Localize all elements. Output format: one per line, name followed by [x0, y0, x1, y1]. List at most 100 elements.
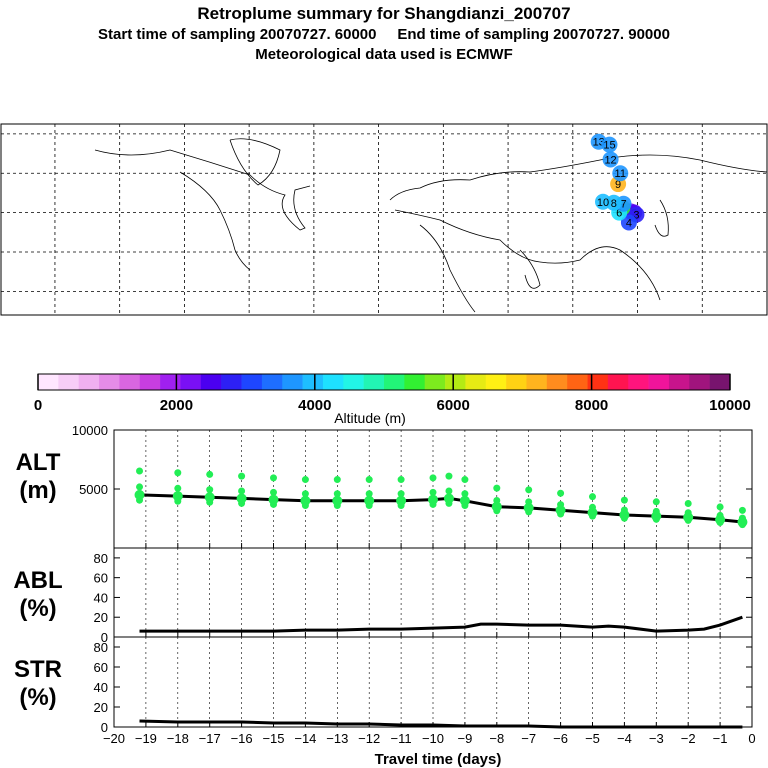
scale-swatch: [465, 374, 487, 390]
alt-scatter-dot: [589, 503, 596, 511]
coastlines: [94, 138, 768, 313]
scale-swatch: [99, 374, 120, 390]
alt-scatter-dot: [301, 490, 309, 498]
y-tick-label: 20: [94, 610, 108, 625]
alt-scatter-dot: [491, 501, 502, 512]
alt-scatter-dot: [445, 472, 453, 480]
scale-swatch: [404, 374, 426, 390]
scale-swatch: [485, 374, 507, 390]
x-tick-label: −15: [262, 731, 284, 746]
alt-scatter-dot: [396, 495, 407, 506]
y-tick-label: 20: [94, 700, 108, 715]
alt-scatter-dot: [525, 498, 533, 506]
y-tick-label: 0: [101, 720, 108, 735]
scale-swatch: [506, 374, 527, 390]
scale-tick-label: 2000: [160, 397, 193, 414]
alt-scatter-dot: [443, 493, 454, 504]
y-tick-label: 60: [94, 571, 108, 586]
alt-scatter-dot: [206, 470, 214, 478]
alt-scatter-dot: [238, 472, 246, 480]
scale-swatch: [567, 374, 588, 390]
scale-swatch: [628, 374, 649, 390]
x-tick-label: −8: [489, 731, 504, 746]
str-series-line: [139, 719, 743, 729]
scale-swatch: [322, 374, 344, 390]
scale-swatch: [38, 374, 59, 390]
coastline-japan: [654, 199, 669, 237]
scale-swatch: [282, 374, 303, 390]
alt-scatter-dot: [236, 493, 247, 504]
coastline-greenland: [229, 138, 281, 186]
alt-scatter-dot: [684, 500, 692, 508]
map-frame: [0, 123, 768, 316]
y-tick-label: 10000: [72, 423, 108, 438]
x-tick-label: −20: [103, 731, 125, 746]
x-tick-label: −4: [617, 731, 632, 746]
alt-scatter-dot: [523, 502, 534, 513]
alt-scatter-dot: [716, 511, 724, 519]
alt-scatter-dot: [459, 495, 470, 506]
alt-scatter-dot: [174, 469, 182, 477]
map-panel: 1234567891011121315: [0, 123, 768, 316]
scale-tick-label: 0: [34, 397, 42, 414]
map-point: [612, 165, 629, 182]
x-tick-label: −6: [553, 731, 568, 746]
scale-swatch: [445, 374, 466, 390]
panel-label: (m): [19, 477, 56, 504]
alt-scatter-dot: [652, 507, 660, 515]
scale-swatch: [526, 374, 548, 390]
alt-scatter-dot: [270, 488, 277, 496]
panel-label: STR: [14, 656, 62, 683]
map-point-label: 3: [633, 210, 639, 222]
x-tick-label: −13: [326, 731, 348, 746]
alt-scatter-dot: [555, 505, 566, 516]
map-point: [595, 193, 612, 210]
alt-scatter-dot: [270, 474, 277, 482]
alt-scatter-dot: [332, 495, 343, 506]
map-points: 1234567891011121315: [590, 133, 645, 231]
alt-scatter-dot: [428, 494, 438, 505]
coastline-eurasia-south: [394, 209, 661, 301]
x-tick-label: −1: [713, 731, 728, 746]
x-tick-label: −12: [358, 731, 380, 746]
y-tick-label: 40: [94, 590, 108, 605]
map-point-label: 6: [616, 208, 622, 220]
map-point: [620, 214, 637, 231]
scale-tick-label: 6000: [437, 397, 470, 414]
scale-swatch: [261, 374, 283, 390]
x-tick-label: −14: [294, 731, 316, 746]
x-tick-label: −16: [231, 731, 253, 746]
alt-scatter-dot: [174, 484, 182, 492]
map-point-label: 15: [603, 140, 615, 152]
map-point-label: 9: [615, 179, 621, 191]
scale-swatch: [200, 374, 222, 390]
x-tick-label: −18: [167, 731, 189, 746]
alt-scatter-dot: [652, 498, 660, 506]
alt-scatter-dot: [738, 506, 746, 514]
alt-scatter-dot: [716, 503, 724, 511]
alt-scatter-dot: [461, 490, 469, 498]
scale-swatch: [180, 374, 202, 390]
map-point-label: 4: [626, 217, 632, 229]
x-tick-label: −11: [391, 731, 412, 746]
y-tick-label: 80: [94, 640, 108, 655]
scale-swatch: [221, 374, 242, 390]
panel-label: ABL: [13, 567, 62, 594]
scale-swatch: [160, 374, 181, 390]
panel-label: (%): [19, 595, 56, 622]
alt-scatter-dot: [364, 495, 375, 506]
y-tick-label: 40: [94, 680, 108, 695]
abl-series-line: [139, 615, 743, 633]
altitude-color-scale: 0 2000 4000 6000 8000 10000: [34, 373, 751, 414]
scale-swatch: [241, 374, 263, 390]
alt-scatter-dot: [619, 509, 630, 520]
y-tick-label: 5000: [79, 482, 108, 497]
map-point-label: 11: [615, 168, 626, 180]
alt-scatter-dot: [268, 494, 279, 505]
alt-scatter-dot: [301, 476, 309, 484]
alt-panel: 5000 10000 ALT(m): [16, 423, 753, 549]
scale-swatch: [546, 374, 568, 390]
x-axis-label: Travel time (days): [375, 751, 502, 768]
scale-tick-label: 10000: [709, 397, 751, 414]
